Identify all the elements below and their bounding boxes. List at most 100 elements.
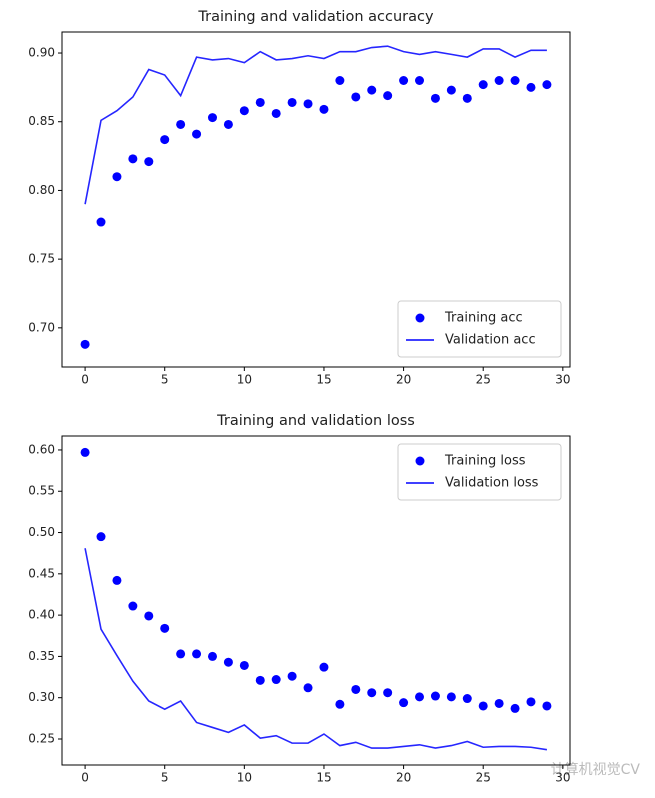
line [84, 45, 547, 205]
axes-frame [61, 31, 571, 368]
point [415, 76, 425, 86]
point [96, 217, 106, 227]
y-tick-label: 0.50 [28, 525, 55, 539]
chart-title: Training and validation accuracy [197, 9, 434, 25]
point [80, 339, 90, 349]
point [494, 76, 504, 86]
point [239, 660, 249, 670]
point [128, 601, 138, 611]
point [462, 93, 472, 103]
point [399, 76, 409, 86]
point [542, 80, 552, 90]
point [462, 694, 472, 704]
point [96, 532, 106, 542]
point [239, 106, 249, 116]
legend-box [397, 300, 562, 358]
y-tick-label: 0.85 [28, 114, 55, 128]
point [255, 675, 265, 685]
x-tick-label: 0 [81, 771, 89, 785]
point [351, 92, 361, 102]
legend-box [397, 443, 562, 501]
y-tick-label: 0.75 [28, 252, 55, 266]
legend-label: Training loss [444, 454, 526, 469]
axes-frame [61, 435, 571, 766]
point [494, 698, 504, 708]
point [303, 683, 313, 693]
y-tick-label: 0.60 [28, 442, 55, 456]
point [383, 688, 393, 698]
point [160, 623, 170, 633]
point [367, 688, 377, 698]
point [176, 649, 186, 659]
x-tick-label: 25 [476, 373, 491, 387]
point [335, 76, 345, 86]
chart-title: Training and validation loss [216, 413, 415, 429]
y-tick-label: 0.40 [28, 608, 55, 622]
point [80, 447, 90, 457]
point [160, 135, 170, 145]
legend-label: Training acc [444, 311, 523, 326]
point [287, 97, 297, 107]
point [271, 675, 281, 685]
x-tick-label: 5 [161, 771, 169, 785]
point [223, 657, 233, 667]
point [144, 611, 154, 621]
point [526, 697, 536, 707]
point [192, 649, 202, 659]
point [271, 108, 281, 118]
x-tick-label: 25 [476, 771, 491, 785]
y-tick-label: 0.25 [28, 731, 55, 745]
x-tick-label: 20 [396, 373, 411, 387]
point [430, 93, 440, 103]
y-tick-label: 0.90 [28, 46, 55, 60]
point [112, 172, 122, 182]
x-tick-label: 15 [316, 771, 331, 785]
x-tick-label: 10 [237, 373, 252, 387]
point [303, 99, 313, 109]
x-tick-label: 30 [555, 373, 570, 387]
point [207, 651, 217, 661]
x-tick-label: 20 [396, 771, 411, 785]
y-tick-label: 0.70 [28, 320, 55, 334]
point [446, 85, 456, 95]
watermark: 计算机视觉CV [551, 762, 641, 778]
point [399, 698, 409, 708]
line [84, 548, 548, 751]
legend-label: Validation loss [445, 476, 539, 491]
point [192, 129, 202, 139]
point [223, 119, 233, 129]
legend-swatch [415, 313, 425, 323]
point [207, 113, 217, 123]
x-tick-label: 15 [316, 373, 331, 387]
point [446, 692, 456, 702]
x-tick-label: 0 [81, 373, 89, 387]
x-tick-label: 30 [555, 771, 570, 785]
point [255, 97, 265, 107]
point [478, 80, 488, 90]
point [319, 662, 329, 672]
point [542, 701, 552, 711]
point [351, 684, 361, 694]
point [526, 82, 536, 92]
point [415, 692, 425, 702]
point [367, 85, 377, 95]
legend-swatch [415, 456, 425, 466]
point [383, 91, 393, 101]
point [478, 701, 488, 711]
x-tick-label: 5 [161, 373, 169, 387]
point [176, 119, 186, 129]
point [128, 154, 138, 164]
y-tick-label: 0.35 [28, 649, 55, 663]
point [510, 76, 520, 86]
y-tick-label: 0.80 [28, 183, 55, 197]
legend-label: Validation acc [445, 333, 536, 348]
point [319, 104, 329, 114]
point [510, 703, 520, 713]
y-tick-label: 0.30 [28, 690, 55, 704]
point [430, 691, 440, 701]
point [287, 671, 297, 681]
x-tick-label: 10 [237, 771, 252, 785]
y-tick-label: 0.45 [28, 566, 55, 580]
